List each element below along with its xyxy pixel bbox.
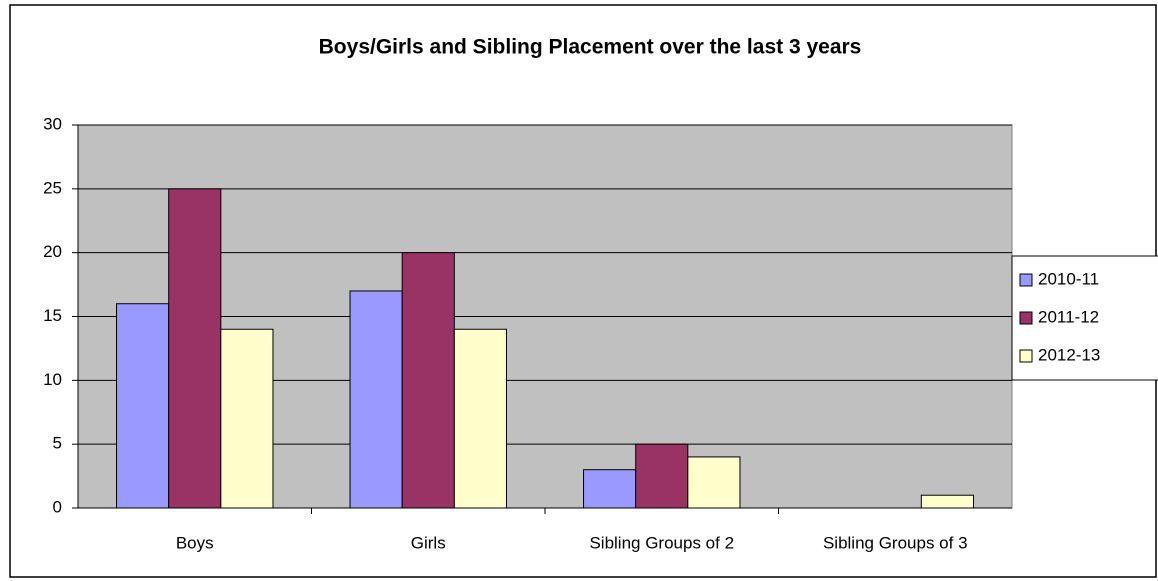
x-tick-label: Sibling Groups of 3 xyxy=(823,533,968,552)
legend-box xyxy=(1011,255,1158,381)
legend-swatch xyxy=(1019,273,1033,287)
legend-label: 2012-13 xyxy=(1038,345,1100,364)
bar xyxy=(687,456,741,509)
bar xyxy=(920,494,974,509)
y-tick-label: 20 xyxy=(43,242,62,261)
legend-swatch xyxy=(1019,349,1033,363)
bar xyxy=(583,469,637,509)
x-tick-label: Girls xyxy=(411,533,446,552)
y-tick-label: 25 xyxy=(43,178,62,197)
y-tick-label: 15 xyxy=(43,306,62,325)
bar xyxy=(116,303,170,509)
bar xyxy=(401,252,455,509)
x-tick-label: Boys xyxy=(176,533,214,552)
legend-label: 2011-12 xyxy=(1038,307,1099,326)
y-tick-label: 30 xyxy=(43,114,62,133)
chart-title: Boys/Girls and Sibling Placement over th… xyxy=(319,36,862,59)
bar xyxy=(635,443,689,509)
y-tick-label: 0 xyxy=(53,497,62,516)
bar xyxy=(220,328,274,509)
x-tick-label: Sibling Groups of 2 xyxy=(589,533,734,552)
bar xyxy=(453,328,507,509)
y-tick-label: 10 xyxy=(43,370,62,389)
bar xyxy=(168,188,222,509)
legend-swatch xyxy=(1019,311,1033,325)
legend-label: 2010-11 xyxy=(1038,269,1099,288)
bar xyxy=(349,290,403,509)
y-tick-label: 5 xyxy=(53,434,62,453)
